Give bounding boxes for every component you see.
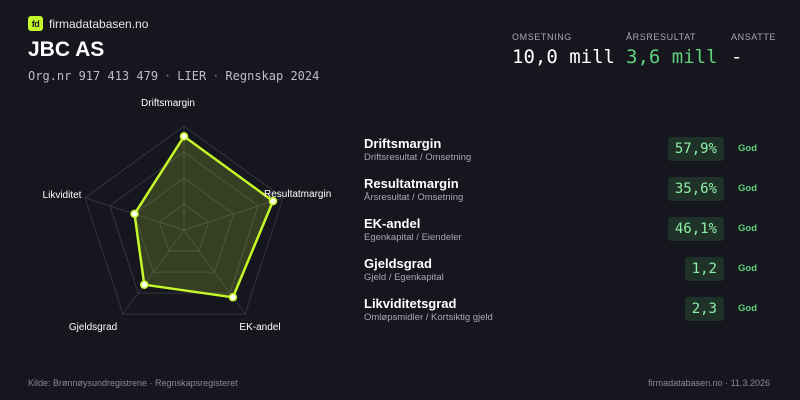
kpi-ansatte: ANSATTE - <box>731 32 776 68</box>
radar-grid-ring <box>158 203 210 252</box>
kpi-label: ÅRSRESULTAT <box>626 32 697 42</box>
metrics-list: Driftsmargin Driftsresultat / Omsetning … <box>364 136 764 336</box>
radar-axis-label: Driftsmargin <box>141 98 195 109</box>
radar-axis-label: Likviditet <box>43 190 82 201</box>
metric-subtitle: Egenkapital / Eiendeler <box>364 232 462 243</box>
metric-value: 1,2 <box>684 257 724 281</box>
metric-value: 46,1% <box>667 217 724 241</box>
radar-axis-line <box>122 229 185 315</box>
logo-icon: fd <box>28 16 43 31</box>
kpi-value: 3,6 mill <box>626 46 718 68</box>
kpi-label: OMSETNING <box>512 32 572 42</box>
metric-subtitle: Gjeld / Egenkapital <box>364 272 444 283</box>
brand-name[interactable]: firmadatabasen.no <box>49 16 149 31</box>
kpi-label: ANSATTE <box>731 32 777 42</box>
metric-value: 57,9% <box>667 137 724 161</box>
metric-title: Driftsmargin <box>364 136 442 151</box>
radar-axis-label: Gjeldsgrad <box>69 322 117 333</box>
status-badge: God <box>738 183 757 194</box>
radar-axis-line <box>183 197 284 231</box>
kpi-omsetning: OMSETNING 10,0 mill <box>512 32 615 68</box>
metric-row-driftsmargin: Driftsmargin Driftsresultat / Omsetning … <box>364 136 764 176</box>
brand[interactable]: fd firmadatabasen.no <box>28 16 148 31</box>
radar-point <box>228 293 238 302</box>
radar-axis-label: Resultatmargin <box>264 189 331 200</box>
org-number: Org.nr 917 413 479 <box>28 69 159 83</box>
metric-title: Resultatmargin <box>364 176 459 191</box>
status-badge: God <box>738 143 757 154</box>
metric-title: EK-andel <box>364 216 421 231</box>
radar-point <box>268 196 278 206</box>
radar-axis-label: EK-andel <box>239 322 280 333</box>
metric-title: Likviditetsgrad <box>364 296 457 311</box>
radar-point <box>140 280 149 289</box>
metric-value: 35,6% <box>667 177 724 201</box>
metric-title: Gjeldsgrad <box>364 256 432 271</box>
radar-grid-ring <box>84 125 284 315</box>
kpi-value: 10,0 mill <box>512 46 615 68</box>
status-badge: God <box>738 303 757 314</box>
meta-separator: · <box>164 69 172 83</box>
kpi-value: - <box>731 46 743 68</box>
footer-source: Kilde: Brønnøysundregistrene · Regnskaps… <box>28 378 238 388</box>
radar-series-polygon <box>133 135 275 299</box>
radar-grid-ring <box>133 177 235 273</box>
company-name: JBC AS <box>28 38 105 61</box>
kpi-arsresultat: ÅRSRESULTAT 3,6 mill <box>626 32 718 68</box>
metric-row-likviditetsgrad: Likviditetsgrad Omløpsmidler / Kortsikti… <box>364 296 764 336</box>
company-meta: Org.nr 917 413 479 · LIER · Regnskap 2024 <box>28 69 319 83</box>
metric-value: 2,3 <box>684 297 724 321</box>
radar-grid-ring <box>109 151 259 294</box>
status-badge: God <box>738 263 757 274</box>
radar-chart: Driftsmargin Resultatmargin EK-andel Gjelds… <box>43 98 332 333</box>
metric-row-resultatmargin: Resultatmargin Årsresultat / Omsetning 3… <box>364 176 764 216</box>
metric-subtitle: Årsresultat / Omsetning <box>364 192 464 203</box>
metric-row-ek-andel: EK-andel Egenkapital / Eiendeler 46,1% G… <box>364 216 764 256</box>
status-badge: God <box>738 223 757 234</box>
metric-subtitle: Driftsresultat / Omsetning <box>364 152 472 163</box>
footer-site-date: firmadatabasen.no · 11.3.2026 <box>648 378 770 388</box>
metric-subtitle: Omløpsmidler / Kortsiktig gjeld <box>364 312 493 323</box>
metric-row-gjeldsgrad: Gjeldsgrad Gjeld / Egenkapital 1,2 God <box>364 256 764 296</box>
location: LIER <box>177 69 207 83</box>
radar-point <box>179 132 189 141</box>
radar-point <box>130 209 139 219</box>
meta-separator: · <box>212 69 220 83</box>
accounting-period: Regnskap 2024 <box>225 69 320 83</box>
